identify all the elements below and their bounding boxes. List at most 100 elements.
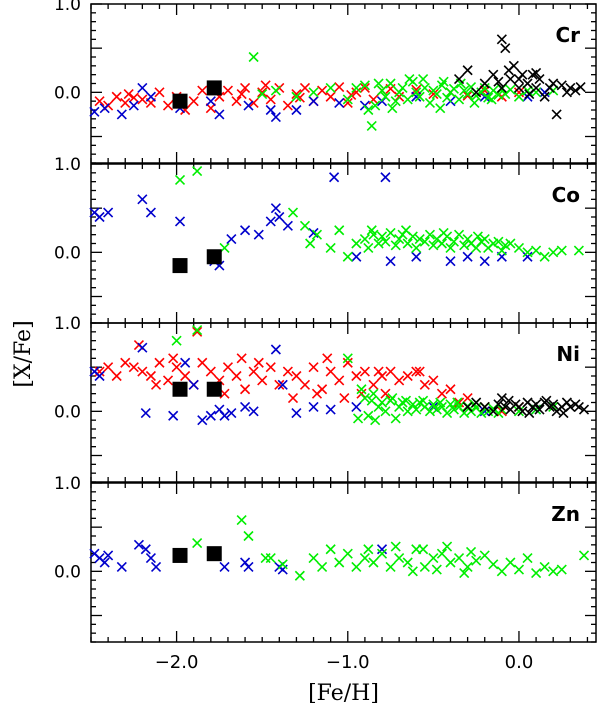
data-point-black — [503, 395, 514, 406]
data-point-green — [368, 557, 379, 568]
data-point-blue — [103, 207, 114, 218]
data-point-green — [390, 413, 401, 424]
square-marker — [206, 249, 222, 265]
data-point-green — [479, 550, 490, 561]
data-point-blue — [116, 561, 127, 572]
data-point-green — [363, 242, 374, 253]
data-point-green — [402, 557, 413, 568]
data-point-blue — [168, 410, 179, 421]
data-point-green — [370, 415, 381, 426]
data-point-green — [387, 393, 398, 404]
data-point-red — [282, 100, 293, 111]
data-point-blue — [99, 557, 110, 568]
square-marker — [206, 80, 222, 96]
data-point-red — [294, 92, 305, 103]
data-point-blue — [253, 229, 264, 240]
data-point-black — [471, 87, 482, 98]
data-point-red — [325, 366, 336, 377]
data-point-red — [257, 375, 268, 386]
data-point-red — [322, 353, 333, 364]
data-point-black — [493, 76, 504, 87]
data-point-blue — [445, 256, 456, 267]
data-point-green — [359, 553, 370, 564]
data-point-blue — [265, 104, 276, 116]
data-point-green — [418, 395, 429, 406]
data-point-red — [342, 357, 353, 368]
data-point-black — [496, 82, 507, 93]
data-point-blue — [150, 561, 162, 572]
element-label: Zn — [551, 502, 580, 526]
data-point-green — [385, 227, 396, 238]
data-point-red — [154, 87, 165, 98]
data-point-red — [253, 357, 264, 368]
data-point-red — [192, 326, 203, 337]
data-point-red — [128, 92, 139, 103]
data-point-blue — [376, 544, 388, 555]
data-point-red — [111, 370, 122, 382]
data-point-blue — [265, 216, 276, 227]
data-point-green — [418, 544, 429, 555]
data-point-red — [282, 366, 293, 377]
data-point-blue — [145, 207, 156, 218]
data-point-red — [380, 388, 391, 399]
data-point-blue — [103, 550, 114, 561]
data-point-red — [359, 82, 370, 93]
data-point-blue — [243, 100, 254, 111]
data-point-green — [243, 530, 254, 542]
data-point-black — [505, 74, 516, 85]
data-point-blue — [174, 216, 186, 227]
square-marker — [172, 547, 188, 563]
data-point-red — [287, 393, 299, 404]
data-point-blue — [248, 406, 259, 417]
data-point-blue — [479, 256, 490, 267]
data-point-green — [363, 104, 374, 116]
data-point-green — [419, 561, 430, 572]
data-point-green — [414, 91, 425, 102]
data-point-green — [359, 80, 370, 91]
data-point-green — [390, 541, 401, 552]
data-point-blue — [325, 404, 336, 415]
data-point-green — [505, 84, 516, 95]
data-point-green — [291, 91, 302, 102]
data-point-red — [240, 384, 251, 395]
data-point-green — [424, 229, 436, 240]
data-point-blue — [145, 91, 156, 102]
data-point-green — [448, 404, 459, 415]
data-point-green — [407, 566, 418, 577]
y-tick-label: 1.0 — [54, 0, 81, 15]
data-point-black — [522, 78, 533, 89]
data-point-green — [418, 74, 429, 85]
data-point-red — [308, 362, 319, 373]
data-point-blue — [188, 379, 199, 390]
data-point-red — [94, 96, 105, 107]
y-tick-label: 1.0 — [54, 314, 81, 334]
data-point-black — [524, 89, 535, 100]
data-point-green — [342, 353, 353, 364]
data-point-red — [428, 375, 439, 386]
data-point-green — [325, 82, 336, 93]
data-point-green — [531, 568, 542, 579]
data-point-red — [453, 397, 465, 408]
data-point-green — [496, 566, 507, 577]
data-point-red — [128, 362, 139, 373]
data-point-blue — [219, 561, 230, 572]
data-point-red — [205, 366, 216, 377]
data-point-green — [435, 397, 446, 408]
data-point-green — [459, 568, 470, 579]
y-tick-label: 1.0 — [54, 155, 81, 175]
data-point-green — [342, 94, 353, 105]
data-point-green — [522, 247, 533, 258]
y-tick-label: 0.0 — [54, 562, 81, 582]
data-point-blue — [99, 103, 110, 114]
data-point-red — [137, 366, 148, 377]
data-point-green — [373, 78, 384, 89]
data-point-green — [236, 515, 247, 526]
data-point-blue — [334, 97, 345, 108]
data-point-red — [334, 375, 345, 386]
data-point-blue — [522, 251, 533, 262]
data-point-red — [299, 82, 311, 93]
data-point-green — [376, 397, 388, 408]
data-point-green — [431, 89, 442, 100]
data-point-green — [376, 548, 388, 559]
data-point-black — [500, 401, 511, 412]
